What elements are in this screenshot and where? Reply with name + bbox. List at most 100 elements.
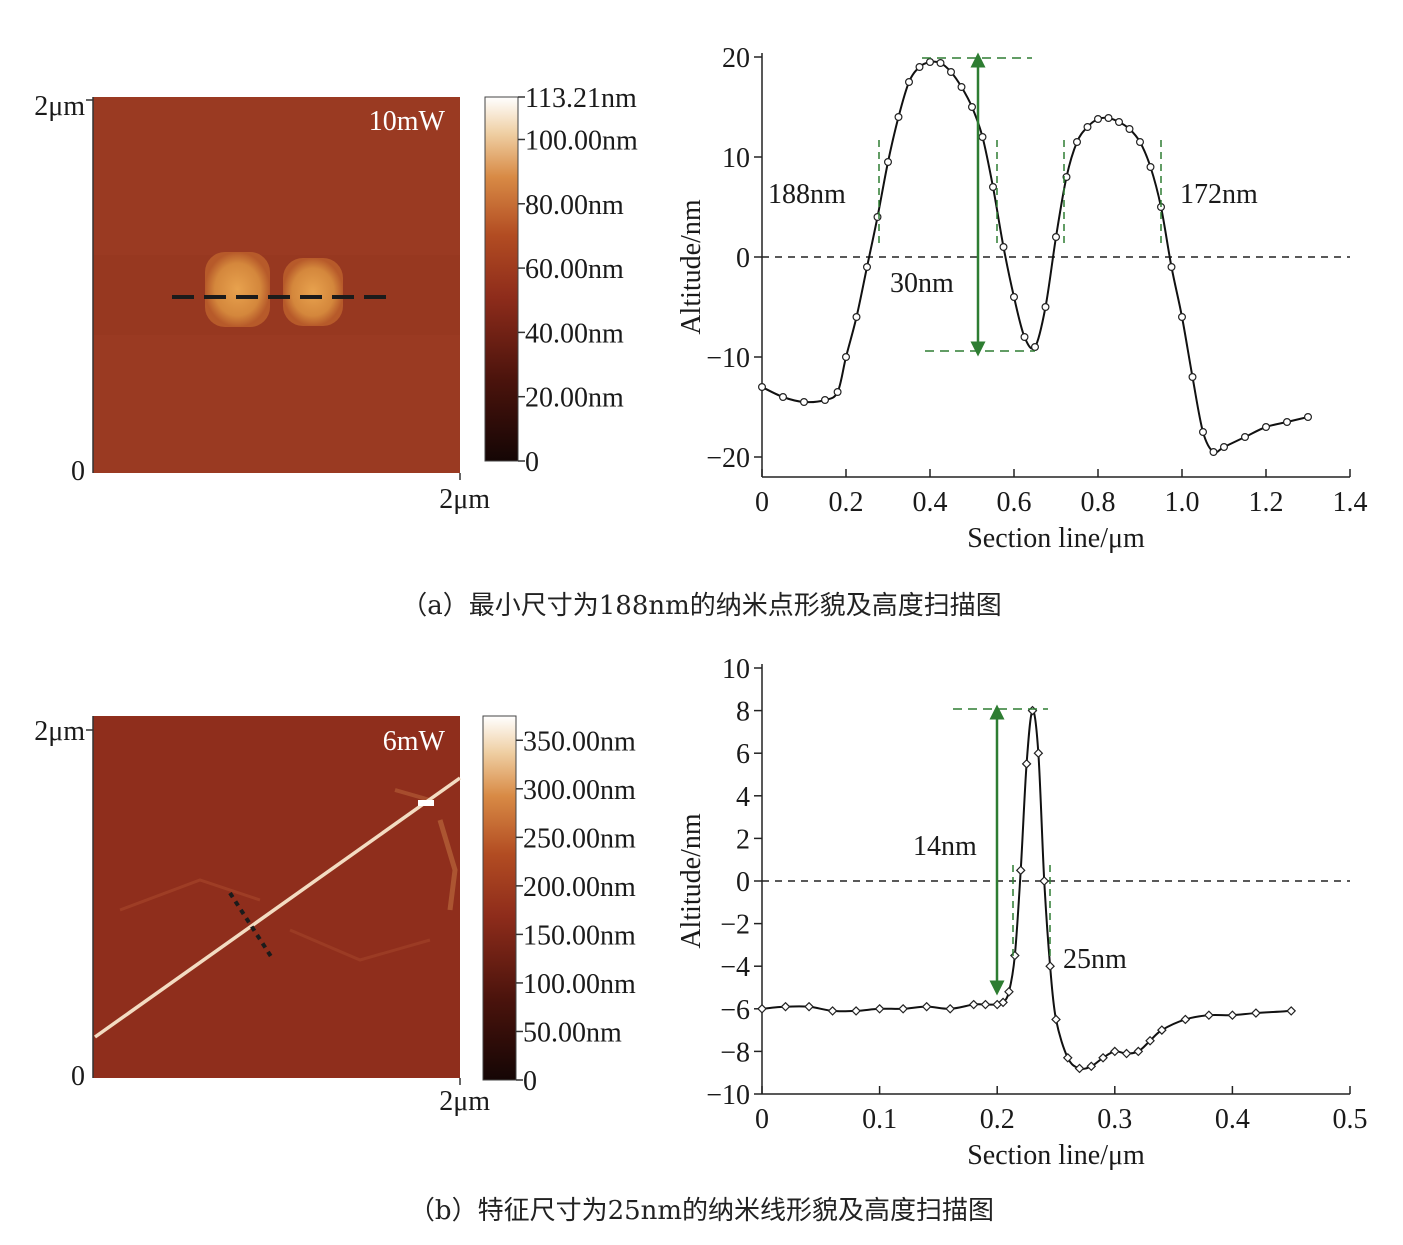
annotation-188nm: 188nm bbox=[768, 179, 846, 210]
data-point bbox=[1086, 1061, 1097, 1072]
y-tick-label: 6 bbox=[736, 739, 750, 770]
data-point bbox=[1074, 1063, 1085, 1074]
x-tick-label: 0.4 bbox=[913, 487, 948, 518]
annotation-172nm: 172nm bbox=[1180, 179, 1258, 210]
data-point bbox=[968, 999, 979, 1010]
data-point bbox=[1240, 433, 1249, 442]
x-tick-label: 0.5 bbox=[1333, 1104, 1368, 1135]
x-tick-label: 0.1 bbox=[862, 1104, 897, 1135]
colorbar-a: 113.21nm 100.00nm 80.00nm 60.00nm 40.00nm 20.… bbox=[484, 83, 638, 478]
colorbar-tick-label: 0 bbox=[525, 447, 539, 478]
data-point bbox=[804, 1001, 814, 1012]
colorbar-b-gradient bbox=[482, 715, 517, 1081]
x-tick-label: 1.4 bbox=[1333, 487, 1368, 518]
y-tick-label: −20 bbox=[706, 443, 750, 474]
data-point bbox=[1177, 313, 1186, 322]
data-point bbox=[1030, 343, 1039, 352]
x-axis-label: Section line/μm bbox=[967, 523, 1145, 554]
nanodot-left bbox=[205, 252, 270, 327]
afm-image-a: 10mW 2μm 0 2μm bbox=[34, 91, 490, 515]
x-tick-label: 0.6 bbox=[997, 487, 1032, 518]
colorbar-tick-label: 80.00nm bbox=[525, 190, 624, 221]
chart-a-plot: −20 −10 0 10 20 0 0.2 0.4 0.6 0.8 1.0 1.2 1.4 Section… bbox=[676, 43, 1368, 554]
data-point bbox=[1051, 1014, 1061, 1025]
afm-b-texture-1 bbox=[119, 878, 261, 912]
colorbar-tick-label: 200.00nm bbox=[523, 872, 636, 903]
data-point bbox=[1125, 124, 1134, 133]
data-point bbox=[1039, 876, 1050, 886]
data-point bbox=[946, 67, 955, 76]
y-tick-label: −8 bbox=[720, 1037, 750, 1068]
caption-a: （a）最小尺寸为188nm的纳米点形貌及高度扫描图 bbox=[401, 591, 1002, 621]
data-point bbox=[1051, 233, 1060, 242]
data-point bbox=[1062, 1052, 1073, 1063]
data-point bbox=[1062, 173, 1071, 182]
data-point bbox=[1156, 1025, 1167, 1035]
data-point bbox=[945, 1003, 956, 1014]
x-tick-label: 0 bbox=[755, 487, 769, 518]
y-tick-label: 8 bbox=[736, 697, 750, 728]
data-point bbox=[998, 997, 1008, 1008]
x-tick-label: 0.2 bbox=[829, 487, 864, 518]
data-point bbox=[1009, 950, 1020, 961]
data-point bbox=[874, 1003, 885, 1014]
y-axis-label: Altitude/nm bbox=[676, 813, 707, 949]
afm-image-b: 6mW 2μm 0 2μm bbox=[34, 716, 490, 1117]
data-point bbox=[862, 263, 871, 272]
y-tick-label: −10 bbox=[706, 343, 750, 374]
colorbar-tick-label: 100.00nm bbox=[525, 125, 638, 156]
colorbar-tick-label: 113.21nm bbox=[525, 83, 637, 114]
data-point bbox=[799, 398, 808, 407]
data-point bbox=[1045, 961, 1055, 972]
data-point bbox=[1004, 986, 1014, 997]
data-point bbox=[1145, 1035, 1155, 1046]
data-point bbox=[1209, 448, 1218, 457]
colorbar-tick-label: 20.00nm bbox=[525, 383, 624, 414]
x-tick-label: 1.0 bbox=[1165, 487, 1200, 518]
y-tick-label: 0 bbox=[736, 243, 750, 274]
data-point bbox=[978, 133, 987, 142]
colorbar-tick-label: 300.00nm bbox=[523, 775, 636, 806]
colorbar-tick-label: 150.00nm bbox=[523, 920, 636, 951]
data-point bbox=[1027, 705, 1038, 716]
data-point bbox=[1114, 117, 1123, 126]
y-tick-label: 4 bbox=[736, 782, 750, 813]
data-point bbox=[925, 57, 934, 66]
data-point bbox=[957, 82, 966, 91]
chart-a-annotations: 188nm 172nm 30nm bbox=[768, 52, 1258, 357]
data-point bbox=[1009, 293, 1018, 302]
data-point bbox=[1093, 114, 1102, 123]
data-point bbox=[778, 393, 787, 402]
data-point bbox=[1098, 1052, 1108, 1063]
data-point bbox=[1015, 865, 1026, 876]
data-point bbox=[1072, 138, 1081, 147]
colorbar-tick-label: 100.00nm bbox=[523, 969, 636, 1000]
annotation-14nm: 14nm bbox=[913, 831, 977, 862]
data-point bbox=[1286, 1006, 1297, 1016]
x-tick-label: 0.8 bbox=[1081, 487, 1116, 518]
data-point bbox=[820, 396, 829, 405]
afm-b-top-label: 2μm bbox=[34, 716, 85, 747]
nanowire bbox=[93, 776, 462, 1039]
colorbar-tick-label: 250.00nm bbox=[523, 823, 636, 854]
data-point bbox=[1227, 1010, 1238, 1021]
data-point bbox=[1198, 428, 1207, 437]
colorbar-a-ticks: 113.21nm 100.00nm 80.00nm 60.00nm 40.00nm 20.… bbox=[518, 83, 638, 478]
profile-chart-a: −20 −10 0 10 20 0 0.2 0.4 0.6 0.8 1.0 1.2 1.4 Section… bbox=[676, 43, 1368, 554]
afm-a-right-label: 2μm bbox=[439, 484, 490, 515]
data-point bbox=[936, 58, 945, 67]
data-point bbox=[894, 112, 903, 121]
nanowire-end bbox=[418, 800, 434, 806]
nanodot-right bbox=[283, 258, 343, 326]
data-point bbox=[999, 243, 1008, 252]
profile-curve bbox=[761, 60, 1309, 454]
afm-b-right-label: 2μm bbox=[439, 1086, 490, 1117]
data-point bbox=[1109, 1046, 1120, 1057]
colorbar-tick-label: 60.00nm bbox=[525, 254, 624, 285]
data-point bbox=[757, 1003, 767, 1014]
profile-chart-b: −10 −8 −6 −4 −2 0 2 4 6 8 10 0 0.1 0.2 0.3 0.4 0.5 Sectio… bbox=[676, 654, 1368, 1171]
x-tick-label: 0.2 bbox=[980, 1104, 1015, 1135]
colorbar-tick-label: 40.00nm bbox=[525, 318, 624, 349]
data-point bbox=[1041, 303, 1050, 312]
y-tick-label: 2 bbox=[736, 824, 750, 855]
